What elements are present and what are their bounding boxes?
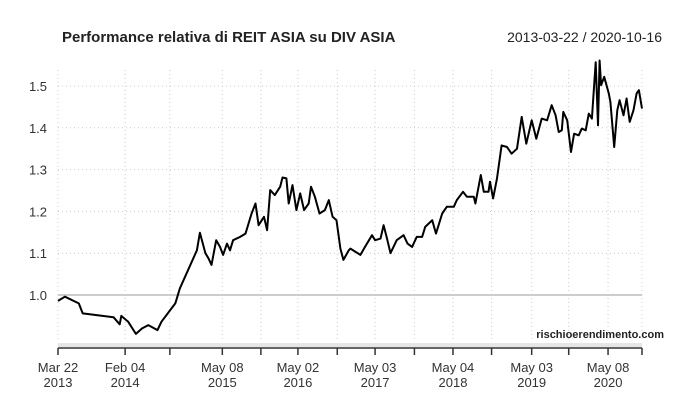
x-tick-year: 2016 bbox=[283, 375, 312, 390]
x-tick-year: 2018 bbox=[439, 375, 468, 390]
x-tick-year: 2020 bbox=[594, 375, 623, 390]
credit-label: rischioerendimento.com bbox=[536, 329, 664, 341]
x-tick-label: May 03 bbox=[354, 360, 397, 375]
y-tick-label: 1.4 bbox=[29, 121, 47, 136]
x-tick-label: May 04 bbox=[432, 360, 475, 375]
x-tick-label: May 08 bbox=[587, 360, 630, 375]
x-tick-label: Mar 22 bbox=[38, 360, 78, 375]
x-tick-label: Feb 04 bbox=[105, 360, 145, 375]
y-tick-label: 1.5 bbox=[29, 79, 47, 94]
y-tick-label: 1.3 bbox=[29, 163, 47, 178]
date-rug bbox=[58, 343, 642, 347]
series-line bbox=[57, 59, 643, 335]
x-tick-year: 2019 bbox=[517, 375, 546, 390]
chart-title: Performance relativa di REIT ASIA su DIV… bbox=[62, 29, 396, 46]
y-tick-label: 1.1 bbox=[29, 246, 47, 261]
date-range: 2013-03-22 / 2020-10-16 bbox=[507, 29, 662, 45]
y-tick-label: 1.0 bbox=[29, 288, 47, 303]
x-tick-year: 2014 bbox=[111, 375, 140, 390]
x-tick-label: May 03 bbox=[510, 360, 553, 375]
x-tick-label: May 02 bbox=[277, 360, 320, 375]
x-tick-year: 2017 bbox=[361, 375, 390, 390]
y-tick-label: 1.2 bbox=[29, 204, 47, 219]
series-layer bbox=[57, 59, 643, 335]
x-tick-label: May 08 bbox=[201, 360, 244, 375]
x-tick-year: 2015 bbox=[208, 375, 237, 390]
x-tick-year: 2013 bbox=[44, 375, 73, 390]
y-axis: 1.0 1.1 1.2 1.3 1.4 1.5 bbox=[29, 79, 47, 303]
